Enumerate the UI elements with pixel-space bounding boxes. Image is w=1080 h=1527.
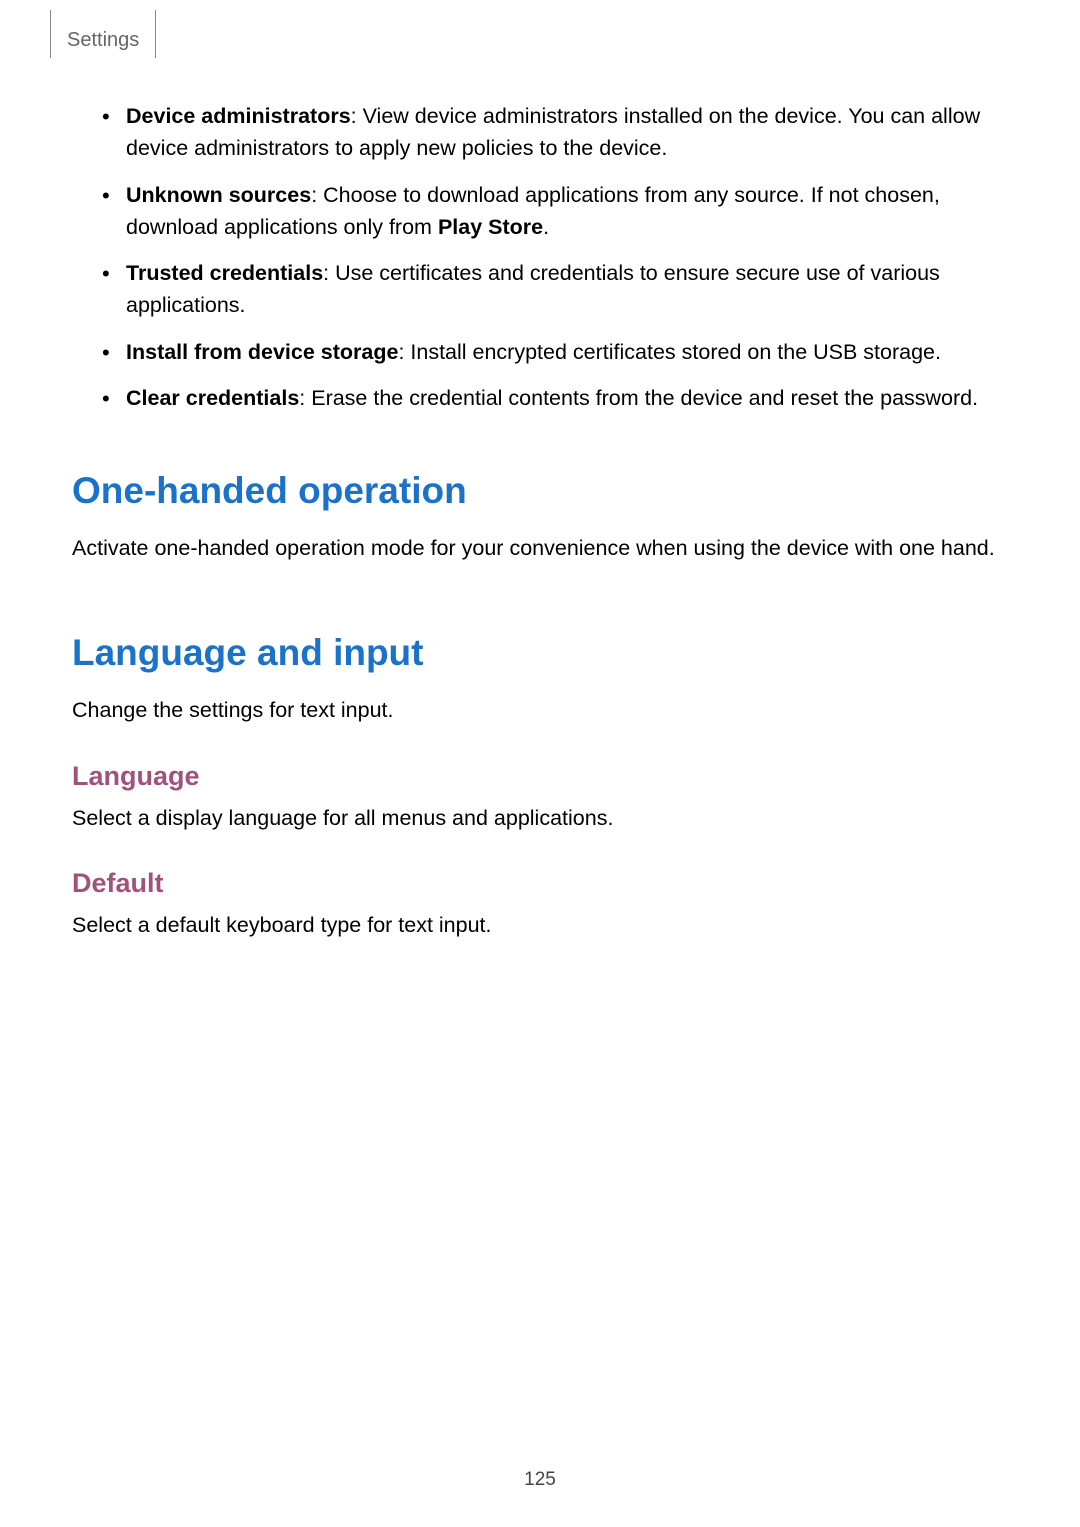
bullet-term: Unknown sources bbox=[126, 183, 311, 207]
bullet-term: Install from device storage bbox=[126, 340, 398, 364]
bullet-desc: : Erase the credential contents from the… bbox=[299, 386, 978, 410]
heading-one-handed: One-handed operation bbox=[72, 470, 1008, 512]
header-tab-label: Settings bbox=[67, 29, 139, 52]
subheading-language: Language bbox=[72, 761, 1008, 792]
body-one-handed: Activate one-handed operation mode for y… bbox=[72, 532, 1008, 564]
bullet-item: Clear credentials: Erase the credential … bbox=[102, 382, 1008, 414]
bullet-item: Unknown sources: Choose to download appl… bbox=[102, 179, 1008, 244]
body-language: Select a display language for all menus … bbox=[72, 802, 1008, 834]
bullet-desc-post: . bbox=[543, 215, 549, 239]
bullet-desc-bold: Play Store bbox=[438, 215, 543, 239]
subheading-default: Default bbox=[72, 868, 1008, 899]
header-tab: Settings bbox=[50, 10, 156, 58]
bullet-desc: : Install encrypted certificates stored … bbox=[398, 340, 941, 364]
bullet-item: Install from device storage: Install enc… bbox=[102, 336, 1008, 368]
bullet-term: Trusted credentials bbox=[126, 261, 323, 285]
body-language-input: Change the settings for text input. bbox=[72, 694, 1008, 726]
heading-language-input: Language and input bbox=[72, 632, 1008, 674]
body-default: Select a default keyboard type for text … bbox=[72, 909, 1008, 941]
page-number: 125 bbox=[0, 1469, 1080, 1491]
bullet-term: Clear credentials bbox=[126, 386, 299, 410]
bullet-item: Device administrators: View device admin… bbox=[102, 100, 1008, 165]
page-content: Device administrators: View device admin… bbox=[72, 100, 1008, 941]
bullet-item: Trusted credentials: Use certificates an… bbox=[102, 257, 1008, 322]
bullet-list: Device administrators: View device admin… bbox=[102, 100, 1008, 414]
bullet-term: Device administrators bbox=[126, 104, 351, 128]
